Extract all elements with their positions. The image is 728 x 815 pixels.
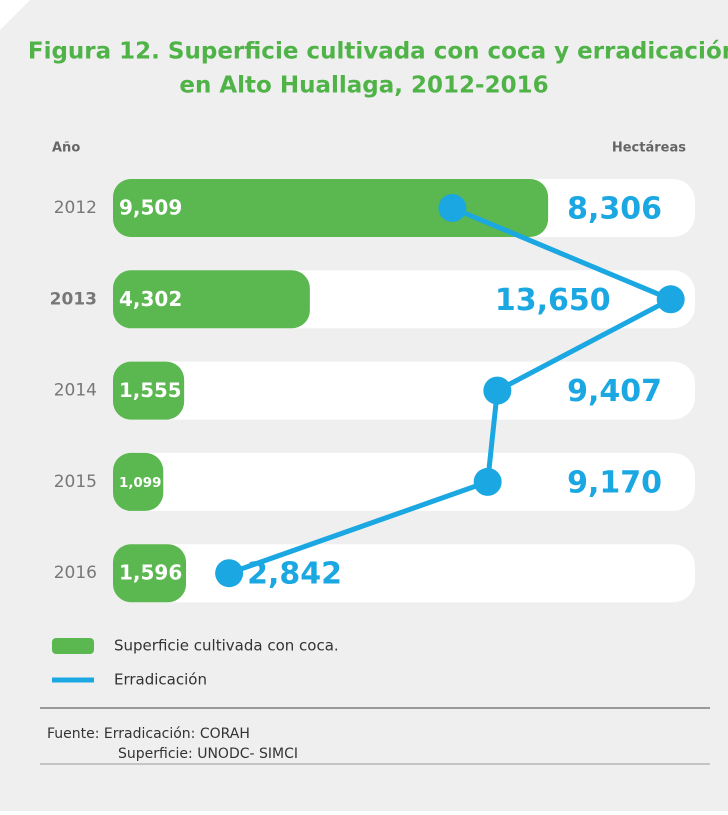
line-value-label: 13,650 (495, 283, 611, 318)
legend-swatch (52, 638, 94, 654)
y-tick-label: 2015 (54, 472, 97, 492)
source: Superficie: UNODC- SIMCI (118, 746, 298, 762)
bar (113, 270, 310, 329)
bar (113, 544, 187, 603)
line-value-label: 8,306 (567, 192, 662, 227)
source: Fuente: Erradicación: CORAH (47, 726, 250, 742)
track (113, 544, 695, 603)
line-value-label: 2,842 (247, 557, 342, 592)
bar-value-label: 1,555 (119, 379, 181, 402)
y-tick-label: 2014 (54, 381, 97, 401)
bar-value-label: 4,302 (119, 287, 182, 311)
corner (0, 0, 30, 30)
bar-value-label: 1,596 (119, 561, 182, 585)
line-point (438, 194, 467, 222)
legend-label: Erradicación (114, 671, 207, 689)
line-value-label: 9,170 (567, 465, 662, 500)
line-point (215, 559, 244, 588)
track (113, 361, 695, 420)
bar (113, 452, 164, 511)
axis-label: Año (52, 141, 80, 156)
axis-label: Hectáreas (612, 141, 686, 156)
y-tick-label: 2016 (54, 563, 97, 583)
track (113, 452, 695, 511)
bar (113, 361, 185, 420)
y-tick-label: 2012 (54, 198, 97, 218)
line-point (483, 376, 512, 405)
line-point (473, 467, 502, 496)
bar-value-label: 1,099 (119, 476, 161, 491)
line-point (656, 285, 685, 314)
bar (113, 179, 549, 237)
bar-value-label: 9,509 (119, 196, 182, 220)
chart-title: en Alto Huallaga, 2012-2016 (179, 73, 548, 99)
y-tick-label: 2013 (50, 289, 97, 309)
line-value-label: 9,407 (567, 374, 662, 409)
legend-label: Superficie cultivada con coca. (114, 637, 339, 655)
chart-title: Figura 12. Superficie cultivada con coca… (28, 39, 728, 65)
